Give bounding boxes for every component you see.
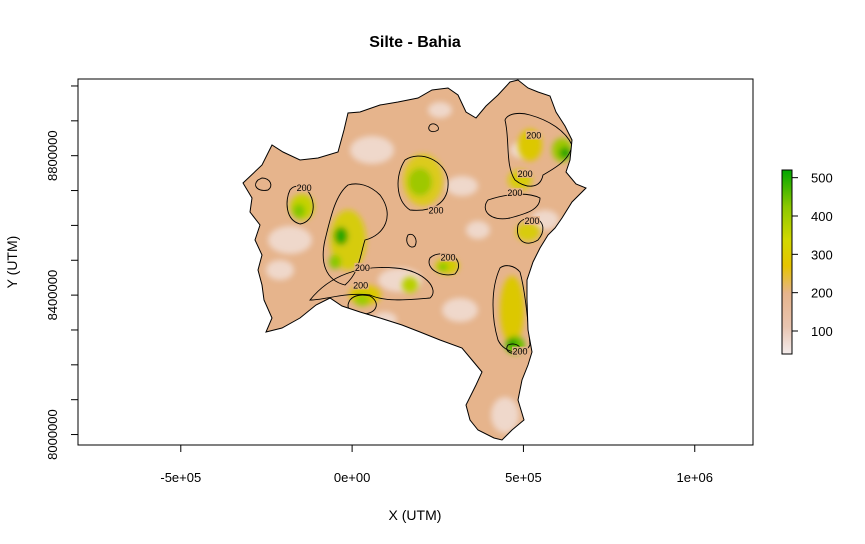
contour-label-bg [517, 168, 534, 178]
map-region [243, 80, 586, 440]
y-tick-label: 8000000 [45, 409, 60, 460]
chart-title: Silte - Bahia [369, 34, 461, 51]
contour-label: 200 [429, 205, 444, 215]
contour-label: 200 [526, 131, 541, 141]
y-tick-label: 8800000 [45, 130, 60, 181]
contour-label-bg [428, 205, 445, 215]
x-tick-label: 1e+06 [676, 470, 713, 485]
contour-label: 200 [512, 347, 527, 357]
legend-tick-label: 500 [811, 171, 833, 186]
contour-label: 200 [507, 188, 522, 198]
state-fill [243, 80, 586, 440]
x-tick-label: -5e+05 [160, 470, 201, 485]
contour-label-bg [506, 188, 523, 198]
contour-label: 200 [355, 263, 370, 273]
x-axis-label: X (UTM) [389, 507, 442, 523]
high-value-patches [290, 129, 572, 354]
legend-tick-label: 300 [811, 247, 833, 262]
contour-label-bg [440, 252, 457, 262]
legend-tick-label: 400 [811, 209, 833, 224]
legend-tick-label: 100 [811, 324, 833, 339]
state-outline [242, 79, 587, 441]
contour-label: 200 [441, 253, 456, 263]
y-axis-label: Y (UTM) [4, 236, 20, 289]
legend-ticks: 100 200 300 400 500 [792, 171, 833, 339]
contour-label-bg [523, 215, 540, 225]
x-tick-label: 0e+00 [334, 470, 371, 485]
contour-label: 200 [524, 216, 539, 226]
contour-labels: 200 200 200 200 200 200 200 200 200 200 [296, 130, 542, 357]
y-axis: 8000000 8400000 8800000 [45, 85, 79, 460]
contour-label-bg [525, 130, 542, 140]
contour-label: 200 [297, 183, 312, 193]
x-axis: -5e+05 0e+00 5e+05 1e+06 [160, 444, 713, 485]
legend-color-bar [781, 169, 793, 355]
contour-label-bg [296, 182, 313, 192]
contour-label-bg [354, 262, 371, 272]
color-legend: 100 200 300 400 500 [781, 169, 833, 355]
contour-label: 200 [353, 280, 368, 290]
x-tick-label: 5e+05 [505, 470, 542, 485]
contour-label: 200 [518, 169, 533, 179]
contour-label-bg [512, 346, 529, 356]
contour-label-bg [352, 280, 369, 290]
y-tick-label: 8400000 [45, 270, 60, 321]
legend-tick-label: 200 [811, 286, 833, 301]
